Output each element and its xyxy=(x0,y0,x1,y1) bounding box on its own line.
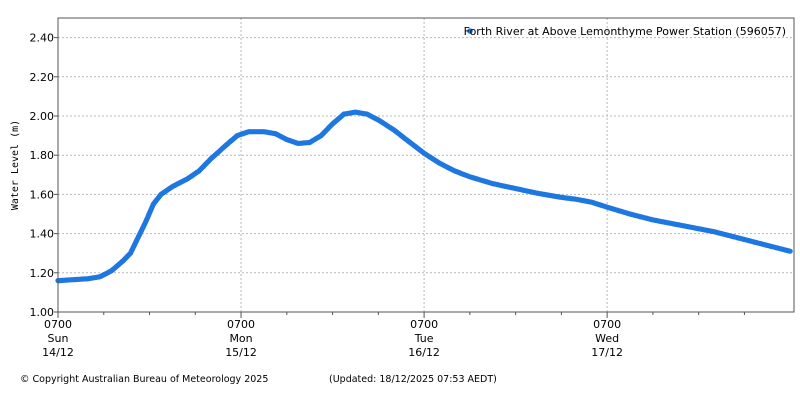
y-tick-label: 1.40 xyxy=(30,228,55,241)
y-tick-label: 1.20 xyxy=(30,267,55,280)
y-axis-label: Water Level (m) xyxy=(10,120,21,210)
x-tick-label: 0700 xyxy=(593,318,621,331)
data-point xyxy=(787,248,793,254)
x-tick-label: Mon xyxy=(229,332,252,345)
legend-label: Forth River at Above Lemonthyme Power St… xyxy=(464,25,786,38)
series-points xyxy=(55,109,793,284)
copyright-text: © Copyright Australian Bureau of Meteoro… xyxy=(20,374,269,385)
legend-marker xyxy=(467,28,473,34)
updated-text: (Updated: 18/12/2025 07:53 AEDT) xyxy=(329,374,497,385)
x-tick-label: 15/12 xyxy=(225,346,257,359)
y-tick-label: 2.20 xyxy=(30,71,55,84)
axes: 1.001.201.401.601.802.002.202.400700Sun1… xyxy=(30,32,745,359)
x-tick-label: 14/12 xyxy=(42,346,74,359)
x-tick-label: 0700 xyxy=(227,318,255,331)
x-tick-label: 17/12 xyxy=(591,346,623,359)
y-tick-label: 2.00 xyxy=(30,110,55,123)
y-tick-label: 1.60 xyxy=(30,188,55,201)
y-tick-label: 1.00 xyxy=(30,306,55,319)
plot-frame xyxy=(57,17,795,313)
legend: Forth River at Above Lemonthyme Power St… xyxy=(464,25,786,38)
x-tick-label: 0700 xyxy=(44,318,72,331)
x-tick-label: 16/12 xyxy=(408,346,440,359)
x-tick-label: Wed xyxy=(595,332,619,345)
x-tick-label: Sun xyxy=(48,332,69,345)
grid-lines xyxy=(58,18,794,312)
y-tick-label: 1.80 xyxy=(30,149,55,162)
x-tick-label: 0700 xyxy=(410,318,438,331)
y-tick-label: 2.40 xyxy=(30,32,55,45)
x-tick-label: Tue xyxy=(414,332,434,345)
